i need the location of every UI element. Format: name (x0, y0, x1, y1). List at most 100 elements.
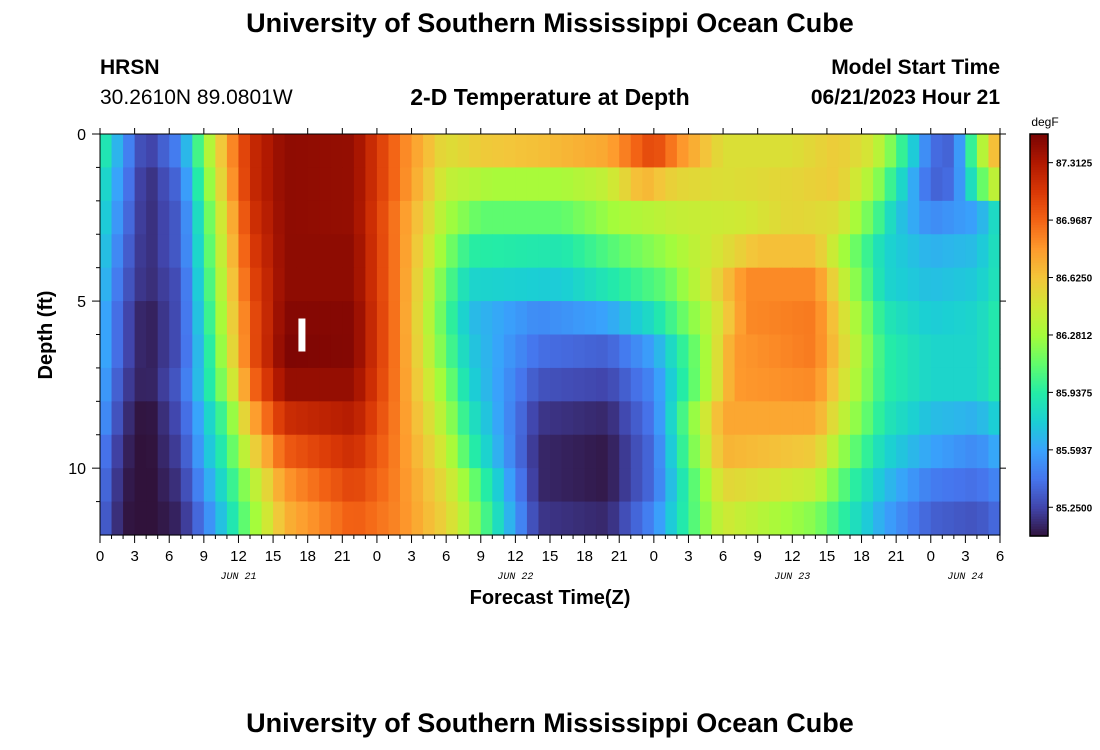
heatmap-cell (619, 334, 632, 369)
colorbar-swatch (1030, 362, 1048, 366)
heatmap-cell (676, 200, 690, 235)
heatmap-cell (815, 434, 828, 469)
heatmap-cell (365, 401, 378, 436)
heatmap-cell (688, 434, 701, 469)
heatmap-cell (226, 367, 240, 402)
heatmap-cell (515, 501, 528, 536)
heatmap-cell (515, 134, 528, 169)
colorbar-swatch (1030, 226, 1048, 231)
heatmap-cell (319, 434, 332, 469)
colorbar-swatch (1030, 221, 1048, 226)
heatmap-cell (561, 267, 574, 302)
heatmap-cell (261, 434, 274, 469)
heatmap-cell (503, 367, 516, 402)
heatmap-cell (411, 234, 424, 269)
colorbar-tick-label: 86.2812 (1056, 331, 1093, 342)
heatmap-cell (919, 434, 932, 469)
heatmap-cell (884, 434, 897, 469)
heatmap-cell (376, 234, 390, 269)
heatmap-cell (538, 200, 551, 235)
heatmap-cell (273, 501, 286, 536)
heatmap-cell (665, 267, 678, 302)
heatmap-cell (676, 501, 690, 536)
heatmap-cell (942, 434, 955, 469)
heatmap-cell (573, 267, 586, 302)
heatmap-cell (665, 367, 678, 402)
heatmap-cell (780, 200, 793, 235)
heatmap-cell (769, 367, 782, 402)
colorbar-swatch (1030, 209, 1048, 213)
heatmap-cell (330, 468, 343, 503)
heatmap-cell (792, 167, 805, 202)
heatmap-cell (376, 367, 390, 402)
heatmap-cell (561, 468, 574, 503)
colorbar-swatch (1030, 169, 1048, 173)
heatmap-cell (711, 301, 724, 336)
heatmap-cell (988, 301, 1001, 336)
heatmap-cell (457, 334, 470, 369)
heatmap-cell (642, 200, 655, 235)
colorbar-swatch (1030, 485, 1048, 489)
heatmap-cell (642, 468, 655, 503)
heatmap-cell (930, 501, 943, 536)
heatmap-cell (757, 334, 770, 369)
heatmap-cell (573, 367, 586, 402)
heatmap-cell (803, 367, 816, 402)
heatmap-cell (907, 434, 920, 469)
heatmap-cell (157, 434, 170, 469)
heatmap-cell (330, 200, 343, 235)
heatmap-cell (411, 501, 424, 536)
heatmap-cell (526, 267, 540, 302)
heatmap-cell (619, 134, 632, 169)
heatmap-cell (469, 434, 482, 469)
colorbar-tick-label: 86.6250 (1056, 274, 1093, 285)
heatmap-cell (988, 434, 1001, 469)
heatmap-cell (607, 234, 620, 269)
heatmap-cell (215, 167, 228, 202)
heatmap-cell (238, 401, 251, 436)
heatmap-cell (457, 434, 470, 469)
heatmap-cell (492, 334, 505, 369)
heatmap-cell (296, 200, 309, 235)
heatmap-cell (100, 134, 113, 169)
heatmap-cell (584, 234, 597, 269)
heatmap-cell (180, 334, 193, 369)
heatmap-cell (734, 501, 747, 536)
heatmap-cell (492, 200, 505, 235)
colorbar-swatch (1030, 161, 1048, 165)
heatmap-cell (146, 501, 159, 536)
heatmap-cell (988, 267, 1001, 302)
heatmap-cell (307, 234, 320, 269)
heatmap-cell (930, 200, 943, 235)
heatmap-cell (492, 234, 505, 269)
heatmap-cell (700, 167, 713, 202)
heatmap-cell (100, 401, 113, 436)
heatmap-cell (550, 234, 563, 269)
x-tick-label: 21 (611, 548, 628, 565)
heatmap-cell (988, 401, 1001, 436)
heatmap-cell (123, 434, 136, 469)
heatmap-cell (965, 468, 978, 503)
heatmap-cell (596, 334, 609, 369)
heatmap-cell (400, 200, 413, 235)
colorbar-swatch (1030, 299, 1048, 303)
heatmap-cell (515, 267, 528, 302)
heatmap-cell (203, 468, 216, 503)
heatmap-cell (446, 334, 459, 369)
heatmap-cell (746, 301, 759, 336)
current-time-marker (298, 318, 306, 352)
heatmap-cell (734, 468, 747, 503)
heatmap-cell (976, 234, 990, 269)
heatmap-cell (676, 267, 690, 302)
heatmap-cell (146, 301, 159, 336)
heatmap-cell (746, 501, 759, 536)
heatmap-cell (526, 434, 540, 469)
colorbar-swatch (1030, 171, 1048, 175)
heatmap-cell (353, 401, 366, 436)
heatmap-cell (526, 234, 540, 269)
colorbar-swatch (1030, 458, 1048, 462)
heatmap-cell (642, 401, 655, 436)
heatmap-cell (838, 301, 851, 336)
heatmap-cell (111, 367, 124, 402)
colorbar-swatch (1030, 154, 1048, 158)
